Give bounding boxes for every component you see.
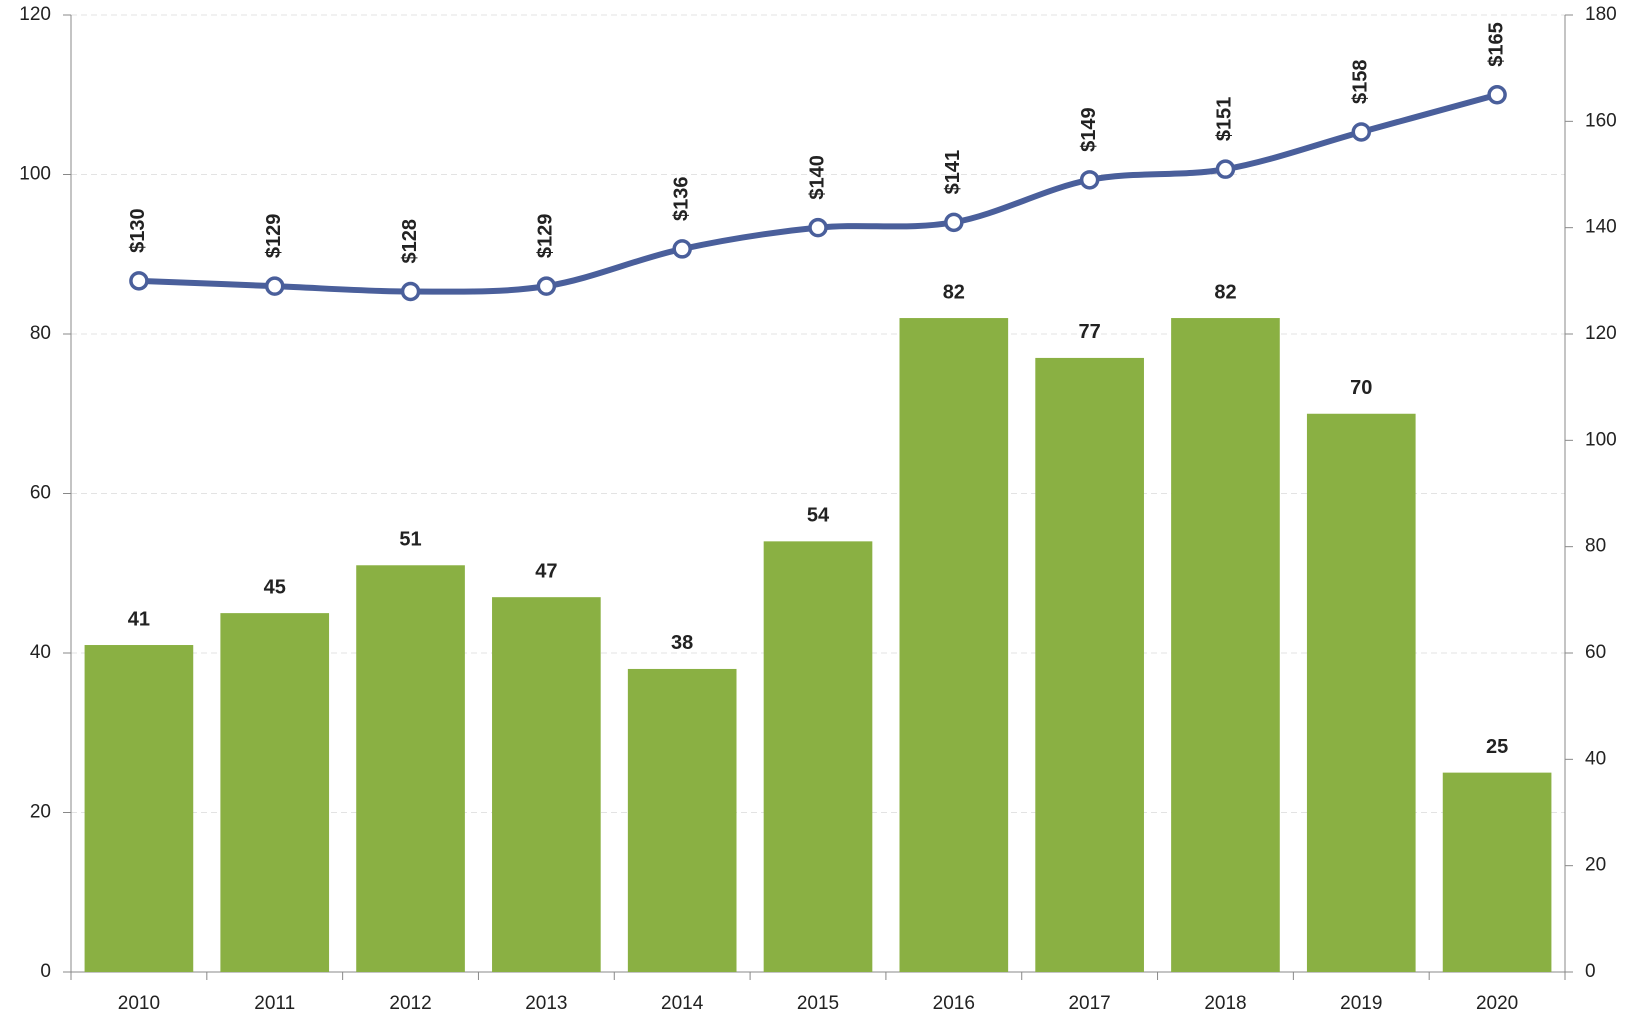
bar bbox=[356, 565, 465, 972]
line-value-label: $165 bbox=[1485, 22, 1507, 67]
x-tick-label: 2013 bbox=[525, 993, 567, 1014]
x-tick-label: 2011 bbox=[254, 993, 295, 1014]
line-marker bbox=[1351, 122, 1372, 142]
line-marker bbox=[400, 281, 421, 302]
bar bbox=[1306, 413, 1416, 972]
bar-value-label: 54 bbox=[807, 505, 830, 527]
y-tick-label: 80 bbox=[30, 323, 51, 344]
y2-tick-label: 140 bbox=[1585, 217, 1617, 238]
bar-value-label: 45 bbox=[264, 576, 286, 598]
line-marker bbox=[1079, 170, 1100, 190]
bar-value-label: 70 bbox=[1350, 377, 1372, 399]
line-value-label: $136 bbox=[670, 176, 692, 221]
x-tick-label: 2012 bbox=[389, 993, 431, 1014]
line-marker bbox=[129, 271, 149, 291]
bar bbox=[1035, 357, 1144, 972]
bar bbox=[220, 613, 330, 972]
bar-value-label: 82 bbox=[1214, 281, 1236, 303]
x-tick-label: 2010 bbox=[118, 993, 160, 1014]
line-value-label: $129 bbox=[535, 214, 557, 259]
x-tick-label: 2018 bbox=[1204, 993, 1246, 1014]
line-value-label: $130 bbox=[127, 208, 149, 253]
line-value-label: $141 bbox=[942, 150, 964, 195]
bar-value-label: 25 bbox=[1486, 736, 1508, 758]
bar bbox=[627, 668, 737, 972]
x-tick-label: 2020 bbox=[1476, 993, 1518, 1014]
line-marker bbox=[672, 239, 692, 259]
line-marker bbox=[944, 212, 964, 233]
bar bbox=[899, 318, 1009, 972]
y2-tick-label: 180 bbox=[1585, 4, 1617, 25]
y2-tick-label: 20 bbox=[1585, 855, 1606, 876]
y-tick-label: 100 bbox=[19, 164, 51, 185]
line-marker bbox=[264, 276, 285, 296]
x-tick-label: 2017 bbox=[1068, 993, 1110, 1014]
bar-value-label: 51 bbox=[399, 529, 421, 551]
line-value-label: $140 bbox=[806, 155, 828, 200]
y2-tick-label: 160 bbox=[1585, 110, 1617, 131]
y2-tick-label: 60 bbox=[1585, 642, 1606, 663]
y-tick-label: 40 bbox=[30, 642, 51, 663]
line-marker bbox=[1487, 85, 1507, 105]
bar-value-label: 77 bbox=[1079, 321, 1101, 343]
bar bbox=[1442, 772, 1552, 972]
y-tick-label: 20 bbox=[30, 802, 51, 823]
y2-tick-label: 80 bbox=[1585, 536, 1606, 557]
line-value-label: $128 bbox=[399, 219, 421, 264]
bar bbox=[492, 597, 601, 972]
bar-value-label: 41 bbox=[128, 608, 150, 630]
bar bbox=[1171, 318, 1280, 972]
line-marker bbox=[1215, 159, 1236, 179]
bar-value-label: 82 bbox=[943, 281, 965, 303]
bar-value-label: 47 bbox=[535, 560, 557, 582]
bar bbox=[763, 541, 873, 972]
line-value-label: $151 bbox=[1214, 97, 1236, 142]
bar bbox=[84, 645, 194, 972]
x-tick-label: 2015 bbox=[797, 993, 839, 1014]
line-marker bbox=[536, 276, 557, 296]
y2-tick-label: 120 bbox=[1585, 323, 1617, 344]
x-tick-label: 2016 bbox=[933, 993, 975, 1014]
bar-value-label: 38 bbox=[671, 632, 693, 654]
y2-tick-label: 100 bbox=[1585, 429, 1617, 450]
y-tick-label: 120 bbox=[19, 4, 51, 25]
y-tick-label: 0 bbox=[40, 961, 51, 982]
line-marker bbox=[808, 217, 828, 238]
line-value-label: $158 bbox=[1350, 59, 1372, 104]
y2-tick-label: 0 bbox=[1585, 961, 1596, 982]
line-value-label: $149 bbox=[1078, 107, 1100, 152]
line-value-label: $129 bbox=[263, 214, 285, 259]
y2-tick-label: 40 bbox=[1585, 748, 1606, 769]
x-tick-label: 2014 bbox=[661, 993, 704, 1014]
y-tick-label: 60 bbox=[30, 483, 51, 504]
x-tick-label: 2019 bbox=[1340, 993, 1382, 1014]
